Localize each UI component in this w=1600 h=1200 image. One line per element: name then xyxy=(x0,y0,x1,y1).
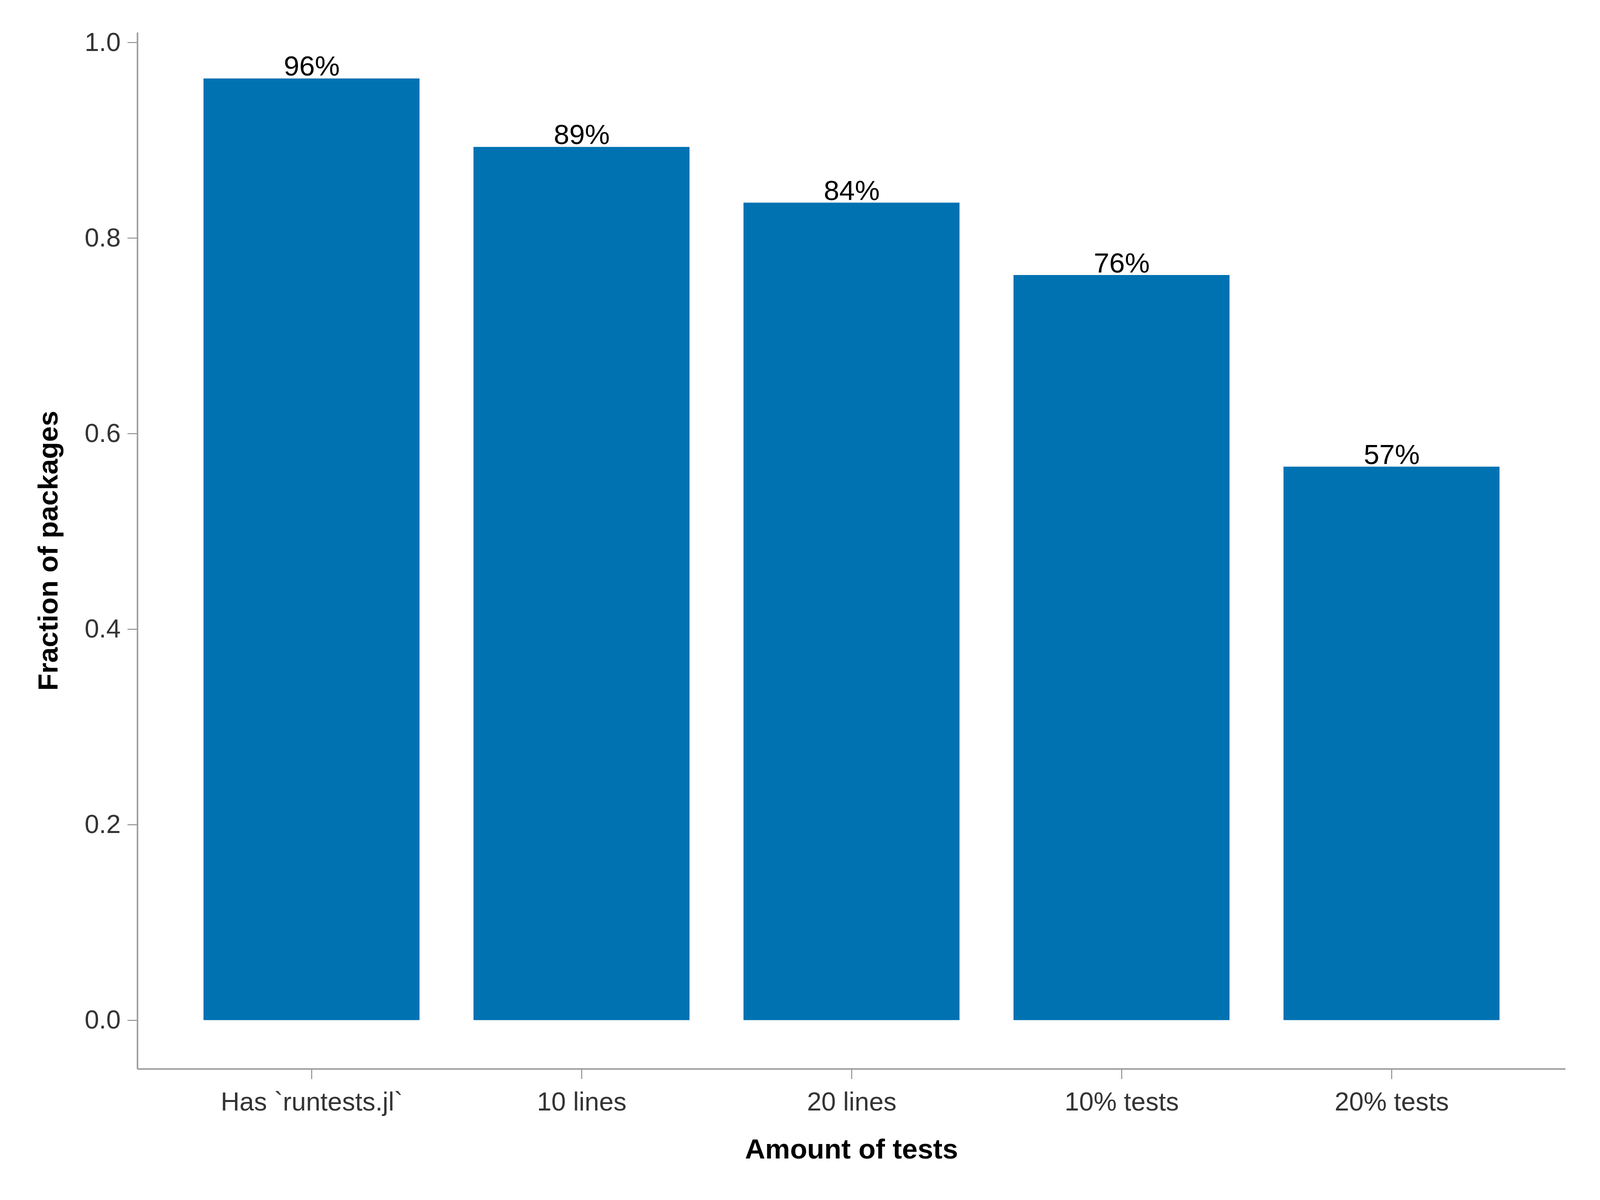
svg-text:Has `runtests.jl`: Has `runtests.jl` xyxy=(220,1087,403,1116)
svg-text:89%: 89% xyxy=(553,118,610,150)
svg-text:96%: 96% xyxy=(283,50,340,82)
svg-text:0.6: 0.6 xyxy=(84,418,121,448)
svg-text:0.2: 0.2 xyxy=(84,809,121,839)
svg-text:10% tests: 10% tests xyxy=(1064,1087,1179,1116)
svg-text:20% tests: 20% tests xyxy=(1334,1087,1449,1116)
svg-text:Amount of tests: Amount of tests xyxy=(745,1133,958,1165)
svg-text:1.0: 1.0 xyxy=(84,27,121,57)
svg-text:0.4: 0.4 xyxy=(84,614,121,643)
svg-text:0.0: 0.0 xyxy=(84,1005,121,1034)
svg-text:84%: 84% xyxy=(823,174,880,206)
svg-text:20 lines: 20 lines xyxy=(807,1087,897,1116)
svg-text:Fraction of packages: Fraction of packages xyxy=(32,410,64,691)
svg-text:10 lines: 10 lines xyxy=(537,1087,627,1116)
svg-text:0.8: 0.8 xyxy=(84,223,121,252)
svg-text:57%: 57% xyxy=(1363,438,1420,470)
svg-text:76%: 76% xyxy=(1093,247,1150,279)
